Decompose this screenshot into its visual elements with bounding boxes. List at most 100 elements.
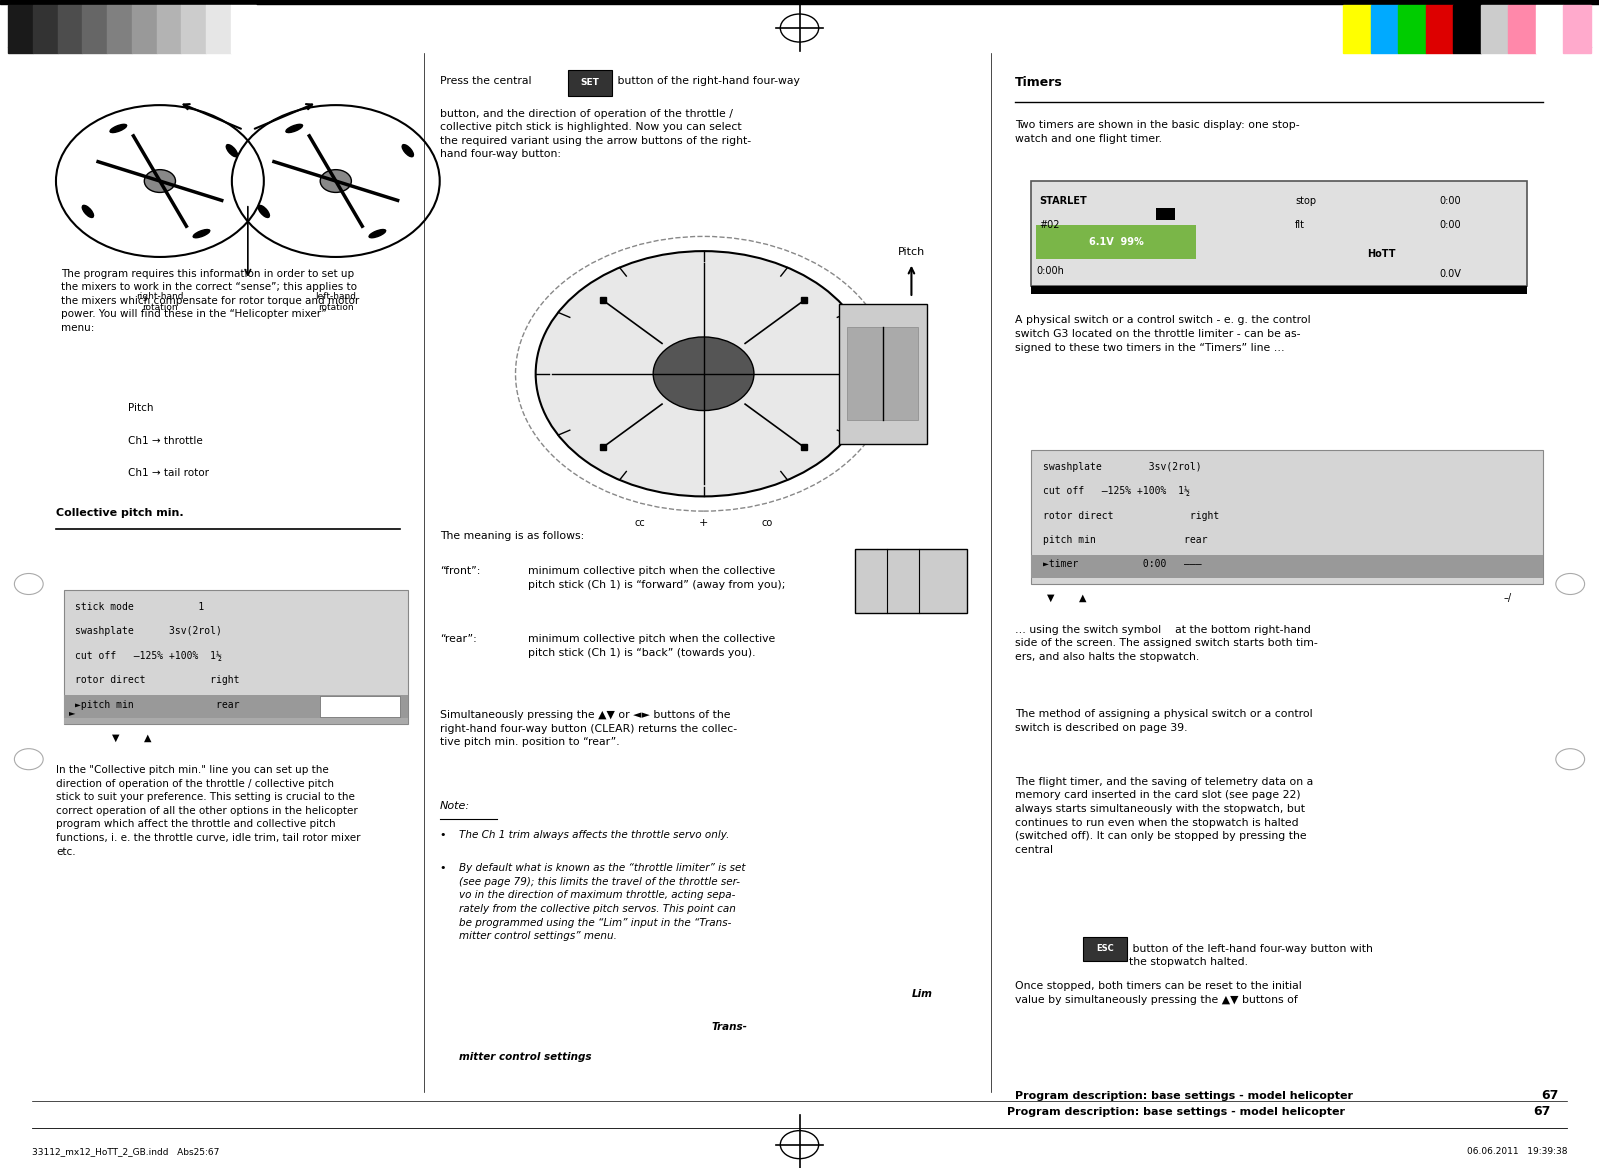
Text: ►timer           0:00   ———: ►timer 0:00 ——— [1043,559,1201,570]
Text: 6.1V  99%: 6.1V 99% [1089,237,1143,246]
Text: “rear”:: “rear”: [440,634,477,645]
Bar [83,5,107,53]
Text: Pitch: Pitch [897,246,926,257]
Text: left-hand
rotation: left-hand rotation [315,292,357,312]
Text: right-hand
rotation: right-hand rotation [136,292,184,312]
Bar [1031,181,1527,286]
Text: Note:: Note: [440,801,470,812]
Text: Trans-: Trans- [712,1022,747,1033]
Ellipse shape [369,230,385,238]
Bar [8,5,32,53]
Ellipse shape [110,124,126,132]
Text: Program description: base settings - model helicopter: Program description: base settings - mod… [1015,1091,1353,1100]
Text: stop: stop [1295,196,1316,207]
Ellipse shape [82,206,93,217]
Text: Lim: Lim [911,989,932,1000]
Text: minimum collective pitch when the collective
pitch stick (Ch 1) is “forward” (aw: minimum collective pitch when the collec… [528,566,785,590]
Text: ▲: ▲ [1079,593,1087,603]
Text: –/: –/ [1503,593,1511,603]
Text: stick mode           1: stick mode 1 [75,602,205,612]
Text: •: • [440,830,446,841]
Text: swashplate      3sv(2rol): swashplate 3sv(2rol) [75,626,222,637]
Bar [1031,286,1527,294]
Text: 06.06.2011   19:39:38: 06.06.2011 19:39:38 [1466,1147,1567,1156]
Bar [1398,5,1426,53]
Bar [839,304,927,444]
Bar [1426,5,1453,53]
Text: ►: ► [69,709,75,717]
Text: rotor direct           right: rotor direct right [75,675,240,686]
Text: minimum collective pitch when the collective
pitch stick (Ch 1) is “back” (towar: minimum collective pitch when the collec… [528,634,776,658]
Text: mitter control settings: mitter control settings [459,1052,592,1063]
Text: Press the central: Press the central [440,76,534,86]
Text: ▲: ▲ [144,734,152,743]
Text: SET: SET [580,78,600,88]
Text: 0:00: 0:00 [1439,196,1461,207]
Circle shape [654,336,755,411]
Text: button of the right-hand four-way: button of the right-hand four-way [614,76,800,86]
Bar [855,549,967,613]
Circle shape [320,169,352,193]
Circle shape [536,251,871,496]
Text: 0:00h: 0:00h [1036,266,1063,277]
Circle shape [144,169,176,193]
Bar [0,0,1599,4]
Bar [1453,5,1481,53]
Text: 67: 67 [1541,1089,1559,1103]
Text: Ch1 → throttle: Ch1 → throttle [128,436,203,446]
Text: Simultaneously pressing the ▲▼ or ◄► buttons of the
right-hand four-way button (: Simultaneously pressing the ▲▼ or ◄► but… [440,710,737,748]
Bar [847,327,918,420]
Text: HoTT: HoTT [1367,249,1396,259]
Text: cut off   –125% +100%  1½: cut off –125% +100% 1½ [75,651,222,661]
Bar [64,695,408,718]
Text: Pitch: Pitch [128,403,154,413]
Text: By default what is known as the “throttle limiter” is set
(see page 79); this li: By default what is known as the “throttl… [459,863,745,941]
Ellipse shape [193,230,209,238]
Ellipse shape [257,206,269,217]
Bar [1481,5,1508,53]
Ellipse shape [227,145,238,157]
Text: Timers: Timers [1015,76,1063,89]
Bar [182,5,206,53]
Text: ▼: ▼ [112,734,120,743]
Bar [1343,5,1370,53]
Text: pitch min               rear: pitch min rear [1043,535,1207,545]
Bar [1031,450,1543,584]
Text: 33112_mx12_HoTT_2_GB.indd   Abs25:67: 33112_mx12_HoTT_2_GB.indd Abs25:67 [32,1147,219,1156]
Text: ESC: ESC [1095,944,1115,953]
Bar [64,590,408,724]
Text: co: co [761,517,774,528]
FancyBboxPatch shape [1083,937,1127,961]
Bar [1564,5,1591,53]
Text: ►pitch min              rear: ►pitch min rear [75,700,240,710]
Text: 0.0V: 0.0V [1439,269,1461,279]
Text: #02: #02 [1039,220,1060,230]
Text: STARLET: STARLET [1039,196,1087,207]
Bar [206,5,232,53]
Text: Ch1 → tail rotor: Ch1 → tail rotor [128,468,209,479]
Ellipse shape [286,124,302,132]
Text: The method of assigning a physical switch or a control
switch is described on pa: The method of assigning a physical switc… [1015,709,1313,732]
Bar [107,5,133,53]
Text: Once stopped, both timers can be reset to the initial
value by simultaneously pr: Once stopped, both timers can be reset t… [1015,981,1302,1004]
Bar [0,1140,1599,1168]
Text: button, and the direction of operation of the throttle /
collective pitch stick : button, and the direction of operation o… [440,109,752,159]
Bar [1370,5,1398,53]
Text: The program requires this information in order to set up
the mixers to work in t: The program requires this information in… [61,269,360,333]
Text: cut off   –125% +100%  1½: cut off –125% +100% 1½ [1043,486,1190,496]
Text: button of the left-hand four-way button with
the stopwatch halted.: button of the left-hand four-way button … [1129,944,1374,967]
Text: 67: 67 [1533,1105,1551,1119]
Ellipse shape [403,145,414,157]
Text: Program description: base settings - model helicopter: Program description: base settings - mod… [1007,1107,1345,1117]
Text: “front”:: “front”: [440,566,480,577]
Text: swashplate        3sv(2rol): swashplate 3sv(2rol) [1043,461,1201,472]
Bar [157,5,182,53]
Text: flt: flt [1295,220,1305,230]
Text: A physical switch or a control switch - e. g. the control
switch G3 located on t: A physical switch or a control switch - … [1015,315,1311,353]
Text: In the "Collective pitch min." line you can set up the
direction of operation of: In the "Collective pitch min." line you … [56,765,360,856]
Bar [232,5,256,53]
Bar [1031,555,1543,578]
Text: The Ch 1 trim always affects the throttle servo only.: The Ch 1 trim always affects the throttl… [459,830,729,841]
Text: cc: cc [635,517,644,528]
Text: ▼: ▼ [1047,593,1055,603]
